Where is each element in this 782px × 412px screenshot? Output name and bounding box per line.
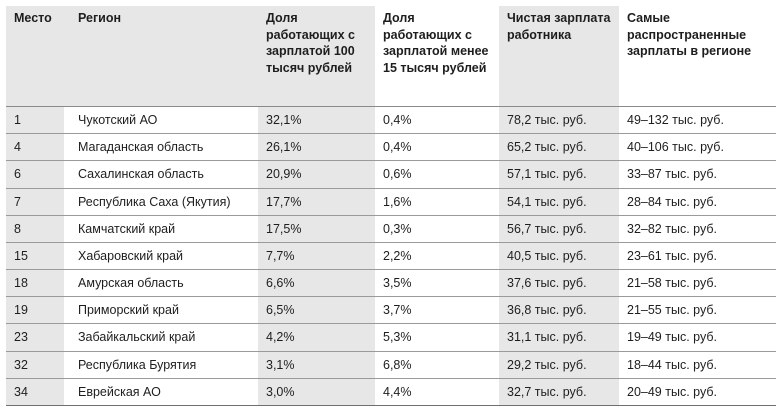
region-cell: Забайкальский край <box>64 323 258 352</box>
table-row: 34 Еврейская АО 3,0% 4,4% 32,7 тыс. руб. 20–4… <box>6 378 776 407</box>
common-salaries-cell: 21–55 тыс. руб. <box>619 296 776 325</box>
share-under-15k-cell: 2,2% <box>375 242 499 271</box>
region-cell: Республика Бурятия <box>64 351 258 379</box>
net-salary-cell: 37,6 тыс. руб. <box>499 269 619 298</box>
region-cell: Камчатский край <box>64 215 258 243</box>
share-under-15k-cell: 0,6% <box>375 160 499 189</box>
table-row: 6 Сахалинская область 20,9% 0,6% 57,1 тыс. р… <box>6 160 776 189</box>
net-salary-cell: 40,5 тыс. руб. <box>499 242 619 271</box>
share-over-100k-cell: 3,0% <box>258 378 375 407</box>
region-cell: Республика Саха (Якутия) <box>64 188 258 216</box>
net-salary-cell: 65,2 тыс. руб. <box>499 133 619 162</box>
region-cell: Магаданская область <box>64 133 258 162</box>
region-cell: Еврейская АО <box>64 378 258 407</box>
share-over-100k-cell: 17,5% <box>258 215 375 243</box>
net-salary-cell: 56,7 тыс. руб. <box>499 215 619 243</box>
table-row: 4 Магаданская область 26,1% 0,4% 65,2 тыс. р… <box>6 133 776 162</box>
table-body: 1 Чукотский АО 32,1% 0,4% 78,2 тыс. руб. 49–1… <box>6 106 776 407</box>
common-salaries-cell: 19–49 тыс. руб. <box>619 323 776 352</box>
rank-cell: 15 <box>6 242 64 271</box>
share-under-15k-cell: 6,8% <box>375 351 499 379</box>
common-salaries-cell: 20–49 тыс. руб. <box>619 378 776 407</box>
table-row: 23 Забайкальский край 4,2% 5,3% 31,1 тыс. ру… <box>6 323 776 352</box>
share-over-100k-cell: 4,2% <box>258 323 375 352</box>
share-over-100k-cell: 20,9% <box>258 160 375 189</box>
share-over-100k-cell: 17,7% <box>258 188 375 216</box>
regions-salary-table: Место Регион Доля работающих с зарплатой… <box>6 6 776 407</box>
table-row: 32 Республика Бурятия 3,1% 6,8% 29,2 тыс. ру… <box>6 351 776 379</box>
table-row: 15 Хабаровский край 7,7% 2,2% 40,5 тыс. руб.… <box>6 242 776 271</box>
common-salaries-cell: 40–106 тыс. руб. <box>619 133 776 162</box>
rank-cell: 7 <box>6 188 64 216</box>
header-share-under-15k: Доля работающих с зарплатой менее 15 тыс… <box>375 6 499 107</box>
share-under-15k-cell: 5,3% <box>375 323 499 352</box>
net-salary-cell: 54,1 тыс. руб. <box>499 188 619 216</box>
share-under-15k-cell: 4,4% <box>375 378 499 407</box>
share-under-15k-cell: 0,4% <box>375 106 499 135</box>
common-salaries-cell: 49–132 тыс. руб. <box>619 106 776 135</box>
rank-cell: 34 <box>6 378 64 407</box>
share-over-100k-cell: 3,1% <box>258 351 375 379</box>
common-salaries-cell: 23–61 тыс. руб. <box>619 242 776 271</box>
share-under-15k-cell: 0,4% <box>375 133 499 162</box>
share-over-100k-cell: 7,7% <box>258 242 375 271</box>
table-row: 8 Камчатский край 17,5% 0,3% 56,7 тыс. руб. 3… <box>6 215 776 243</box>
rank-cell: 18 <box>6 269 64 298</box>
rank-cell: 8 <box>6 215 64 243</box>
share-over-100k-cell: 32,1% <box>258 106 375 135</box>
table-row: 18 Амурская область 6,6% 3,5% 37,6 тыс. руб.… <box>6 269 776 298</box>
share-under-15k-cell: 3,7% <box>375 296 499 325</box>
net-salary-cell: 31,1 тыс. руб. <box>499 323 619 352</box>
header-region: Регион <box>64 6 258 107</box>
header-net-salary: Чистая зарплата работника <box>499 6 619 107</box>
header-rank: Место <box>6 6 64 107</box>
common-salaries-cell: 28–84 тыс. руб. <box>619 188 776 216</box>
share-over-100k-cell: 6,6% <box>258 269 375 298</box>
share-over-100k-cell: 26,1% <box>258 133 375 162</box>
region-cell: Сахалинская область <box>64 160 258 189</box>
share-over-100k-cell: 6,5% <box>258 296 375 325</box>
table-row: 1 Чукотский АО 32,1% 0,4% 78,2 тыс. руб. 49–1… <box>6 106 776 135</box>
common-salaries-cell: 21–58 тыс. руб. <box>619 269 776 298</box>
common-salaries-cell: 32–82 тыс. руб. <box>619 215 776 243</box>
common-salaries-cell: 33–87 тыс. руб. <box>619 160 776 189</box>
net-salary-cell: 29,2 тыс. руб. <box>499 351 619 379</box>
share-under-15k-cell: 0,3% <box>375 215 499 243</box>
share-under-15k-cell: 1,6% <box>375 188 499 216</box>
region-cell: Приморский край <box>64 296 258 325</box>
table-header-row: Место Регион Доля работающих с зарплатой… <box>6 6 776 107</box>
rank-cell: 19 <box>6 296 64 325</box>
header-common-salaries: Самые распространенные зарплаты в регион… <box>619 6 776 107</box>
rank-cell: 6 <box>6 160 64 189</box>
header-share-over-100k: Доля работающих с зарплатой 100 тысяч ру… <box>258 6 375 107</box>
net-salary-cell: 32,7 тыс. руб. <box>499 378 619 407</box>
table-row: 19 Приморский край 6,5% 3,7% 36,8 тыс. руб. 2… <box>6 296 776 325</box>
region-cell: Хабаровский край <box>64 242 258 271</box>
region-cell: Чукотский АО <box>64 106 258 135</box>
common-salaries-cell: 18–44 тыс. руб. <box>619 351 776 379</box>
rank-cell: 1 <box>6 106 64 135</box>
net-salary-cell: 78,2 тыс. руб. <box>499 106 619 135</box>
net-salary-cell: 36,8 тыс. руб. <box>499 296 619 325</box>
region-cell: Амурская область <box>64 269 258 298</box>
rank-cell: 4 <box>6 133 64 162</box>
rank-cell: 23 <box>6 323 64 352</box>
table-row: 7 Республика Саха (Якутия) 17,7% 1,6% 54,1 т… <box>6 188 776 216</box>
net-salary-cell: 57,1 тыс. руб. <box>499 160 619 189</box>
share-under-15k-cell: 3,5% <box>375 269 499 298</box>
rank-cell: 32 <box>6 351 64 379</box>
